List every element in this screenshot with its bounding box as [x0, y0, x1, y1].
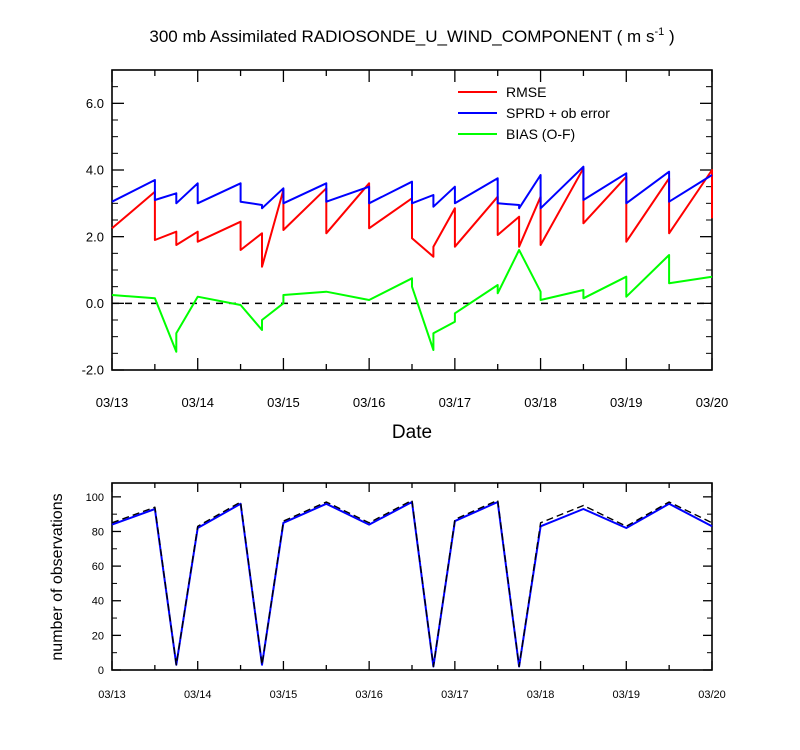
x-tick-label: 03/19	[613, 689, 641, 701]
series-line-possible	[111, 499, 713, 668]
y-axis-label-observations: number of observations	[49, 493, 66, 660]
x-tick-label: 03/16	[355, 689, 383, 701]
y-tick-label: 60	[92, 561, 104, 573]
y-tick-label: 6.0	[86, 96, 104, 111]
x-tick-label: 03/17	[439, 395, 472, 410]
y-tick-label: 20	[92, 630, 104, 642]
x-tick-label: 03/15	[267, 395, 300, 410]
chart-title-end: )	[664, 27, 674, 46]
legend-label: BIAS (O-F)	[506, 126, 575, 142]
x-tick-label: 03/13	[96, 395, 129, 410]
x-tick-label: 03/15	[270, 689, 298, 701]
x-tick-label: 03/14	[181, 395, 214, 410]
x-tick-label: 03/13	[98, 689, 126, 701]
y-tick-label: 80	[92, 526, 104, 538]
plot-frame	[111, 482, 713, 671]
y-tick-label: 0	[98, 665, 104, 677]
series-line-used	[111, 501, 713, 668]
y-tick-label: 40	[92, 596, 104, 608]
x-tick-label: 03/18	[527, 689, 555, 701]
chart-title-main: 300 mb Assimilated RADIOSONDE_U_WIND_COM…	[149, 27, 654, 46]
y-tick-label: 2.0	[86, 229, 104, 244]
y-tick-label: 4.0	[86, 163, 104, 178]
series-line-rmse	[111, 167, 713, 268]
x-tick-label: 03/19	[610, 395, 643, 410]
y-tick-label: 0.0	[86, 296, 104, 311]
y-tick-label: 100	[86, 492, 104, 504]
x-tick-label: 03/14	[184, 689, 212, 701]
observation-count-panel: 03/13 03/14 03/15 03/16 03/17 03/18 03/19 03/20…	[86, 482, 726, 701]
x-tick-label: 03/17	[441, 689, 469, 701]
legend-label: SPRD + ob error	[506, 105, 610, 121]
x-tick-label: 03/18	[524, 395, 557, 410]
x-tick-label: 03/20	[698, 689, 726, 701]
series-line-bias-o-f	[111, 249, 713, 353]
chart-title: 300 mb Assimilated RADIOSONDE_U_WIND_COM…	[149, 26, 674, 46]
chart-title-superscript: -1	[654, 26, 664, 38]
x-axis-label: Date	[392, 422, 432, 443]
series-line-sprd-ob-error	[111, 165, 713, 210]
legend-label: RMSE	[506, 84, 546, 100]
rmse-sprd-bias-panel: 03/13 03/14 03/15 03/16 03/17 03/18 03/19 03/20…	[82, 69, 729, 410]
x-tick-label: 03/16	[353, 395, 386, 410]
x-tick-label: 03/20	[696, 395, 729, 410]
y-tick-label: -2.0	[82, 363, 104, 378]
